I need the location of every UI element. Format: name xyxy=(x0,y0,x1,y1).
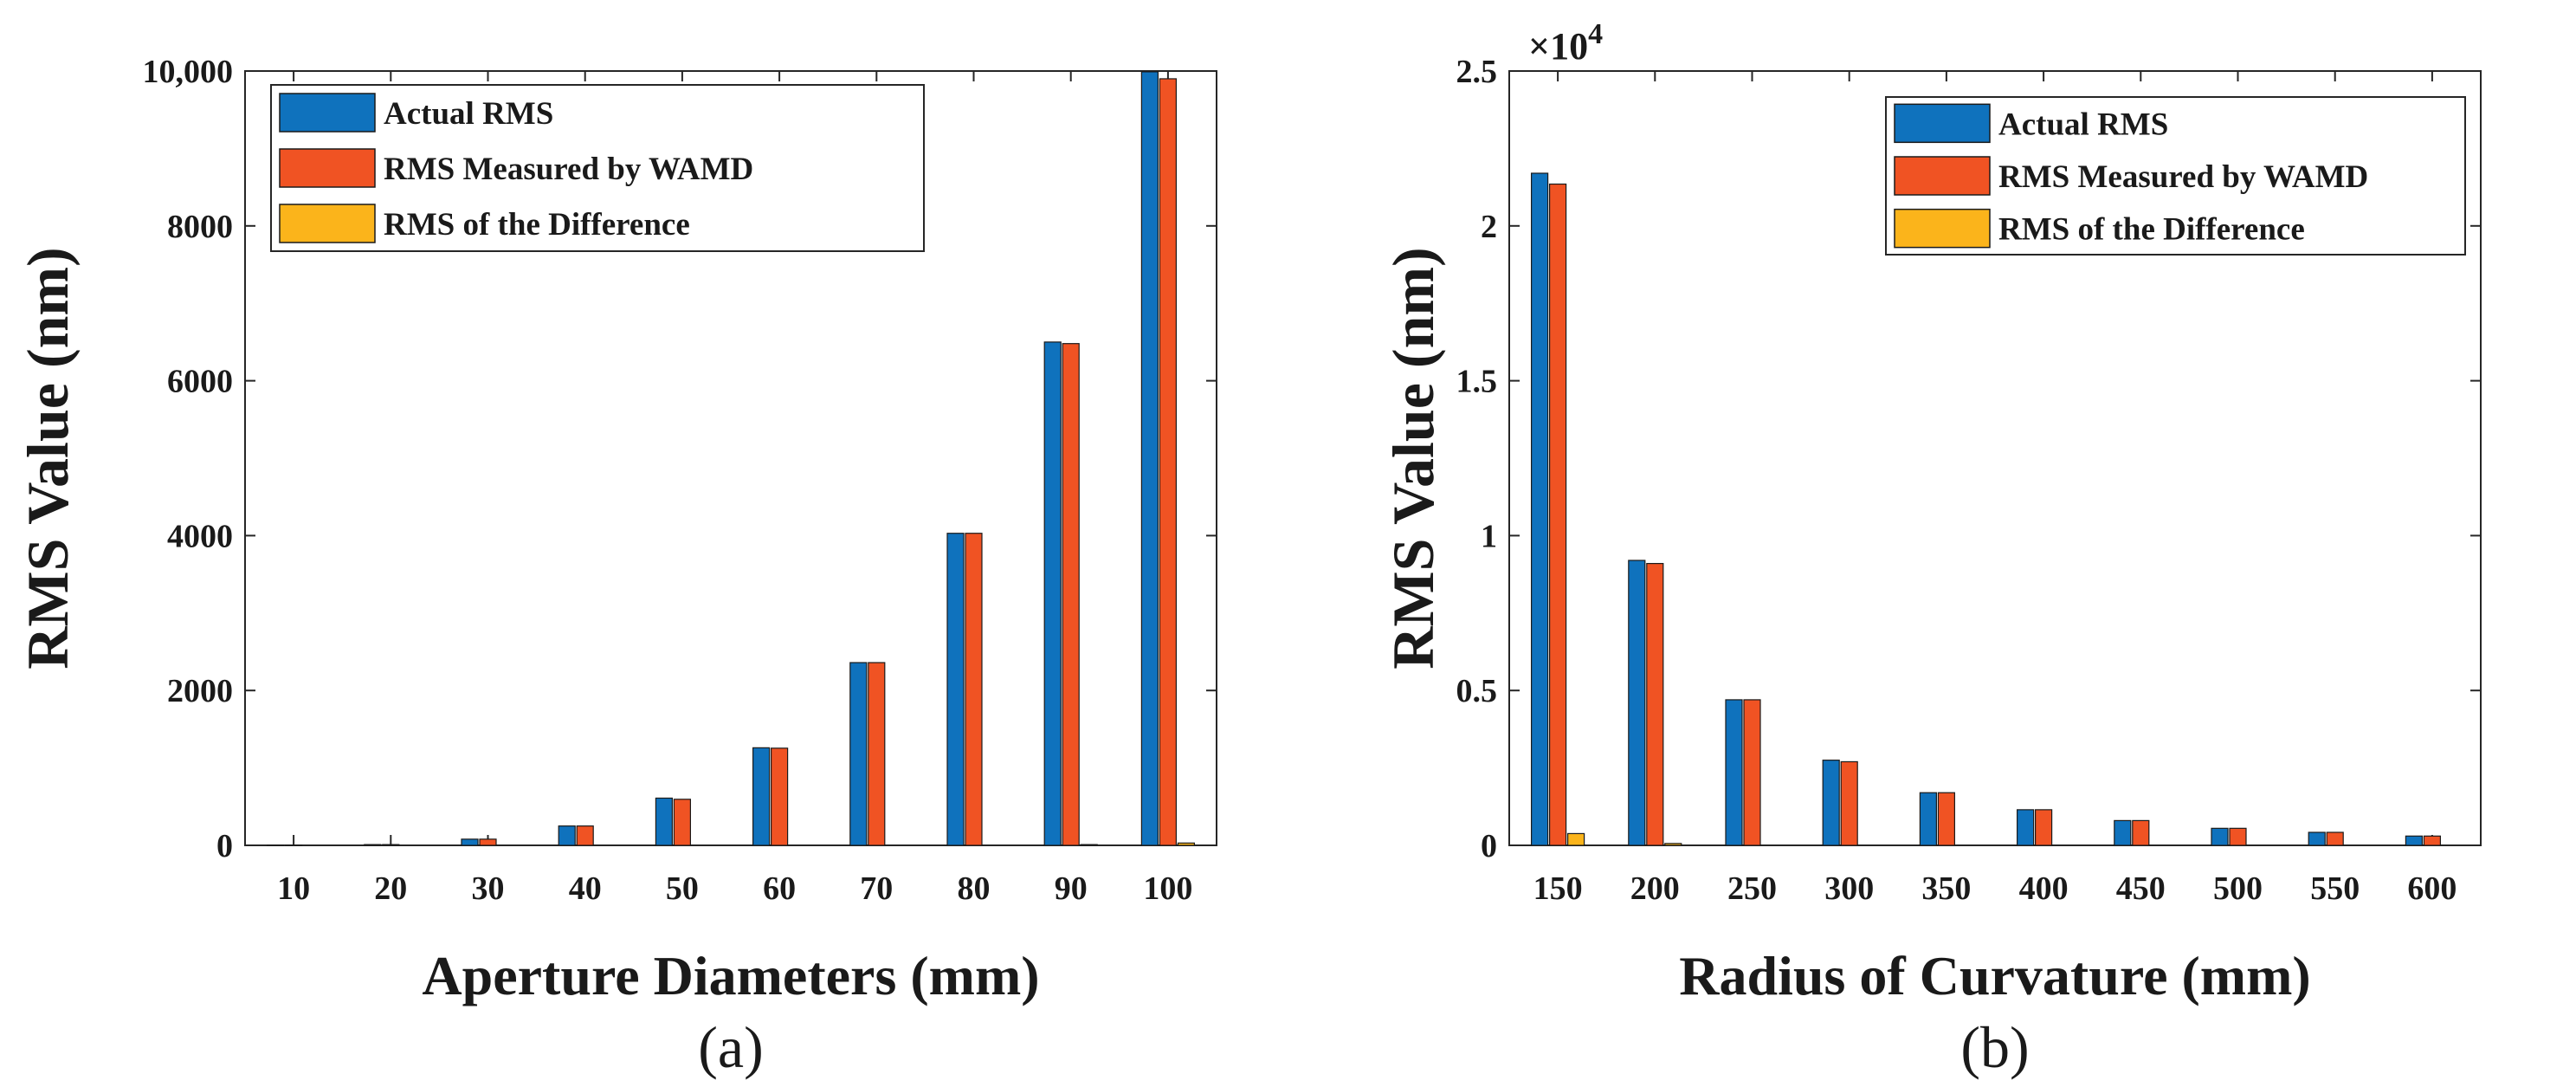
y-tick-label: 2000 xyxy=(167,673,233,709)
bar-rms-measured-by-wamd-70 xyxy=(868,662,886,846)
legend-label-rms-of-the-difference: RMS of the Difference xyxy=(1998,212,2305,248)
legend-swatch-actual-rms xyxy=(1894,103,1991,144)
x-tick-label: 250 xyxy=(1727,870,1777,907)
bar-rms-measured-by-wamd-600 xyxy=(2423,835,2441,846)
y-tick-label: 2 xyxy=(1481,209,1497,245)
bar-actual-rms-90 xyxy=(1043,341,1062,846)
bar-rms-measured-by-wamd-200 xyxy=(1646,562,1664,846)
bar-rms-measured-by-wamd-550 xyxy=(2326,831,2344,846)
bar-actual-rms-250 xyxy=(1725,699,1743,846)
y-axis-title: RMS Value (nm) xyxy=(1380,247,1446,669)
bar-actual-rms-400 xyxy=(2017,809,2035,846)
legend-label-rms-of-the-difference: RMS of the Difference xyxy=(384,207,690,243)
bar-rms-of-the-difference-150 xyxy=(1566,832,1585,846)
bar-actual-rms-150 xyxy=(1530,172,1549,846)
legend: Actual RMS RMS Measured by WAMD RMS of the… xyxy=(1885,96,2466,256)
chart-panel-a: 0 2000 4000 6000 8000 10,000 10 20 30 40 50 60 70 80 9… xyxy=(15,54,1217,1080)
x-tick-label: 300 xyxy=(1824,870,1874,907)
y-multiplier: ×104 xyxy=(1528,18,1603,68)
bar-actual-rms-60 xyxy=(752,747,771,846)
x-tick-label: 500 xyxy=(2213,870,2263,907)
legend-box xyxy=(270,84,925,252)
legend-swatch-rms-measured-by-wamd xyxy=(279,148,376,188)
bar-rms-measured-by-wamd-60 xyxy=(770,747,789,846)
x-tick-label: 50 xyxy=(666,870,699,907)
bar-rms-measured-by-wamd-90 xyxy=(1062,343,1080,846)
bar-rms-measured-by-wamd-350 xyxy=(1937,792,1955,846)
x-tick-label: 40 xyxy=(569,870,602,907)
legend-swatch-actual-rms xyxy=(279,93,376,133)
bar-actual-rms-200 xyxy=(1628,560,1646,846)
y-tick-label: 2.5 xyxy=(1456,54,1498,90)
y-tick-label: 10,000 xyxy=(143,54,234,90)
x-tick-label: 600 xyxy=(2407,870,2457,907)
bar-actual-rms-30 xyxy=(461,838,479,846)
chart-panel-b: 0 0.5 1 1.5 2 2.5 ×104 150 200 250 300 350 400 450 500… xyxy=(1380,18,2482,1080)
bar-rms-measured-by-wamd-30 xyxy=(479,838,497,846)
panel-caption: (a) xyxy=(698,1014,763,1080)
bar-rms-measured-by-wamd-80 xyxy=(965,533,983,846)
bar-rms-measured-by-wamd-500 xyxy=(2229,827,2247,846)
bar-rms-measured-by-wamd-20 xyxy=(382,844,400,846)
bar-actual-rms-600 xyxy=(2405,835,2423,846)
y-tick-label: 0 xyxy=(1481,828,1497,864)
bar-actual-rms-80 xyxy=(946,533,965,846)
bar-actual-rms-450 xyxy=(2114,819,2132,846)
x-tick-label: 30 xyxy=(472,870,505,907)
bar-actual-rms-70 xyxy=(849,662,868,846)
bar-actual-rms-350 xyxy=(1919,792,1937,846)
y-axis-title: RMS Value (nm) xyxy=(15,247,81,669)
x-axis-title: Aperture Diameters (mm) xyxy=(422,945,1039,1006)
x-tick-label: 450 xyxy=(2116,870,2166,907)
x-tick-label: 90 xyxy=(1055,870,1088,907)
x-tick-label: 100 xyxy=(1143,870,1192,907)
panel-caption: (b) xyxy=(1960,1014,2029,1080)
bar-actual-rms-300 xyxy=(1822,760,1840,846)
legend-label-actual-rms: Actual RMS xyxy=(384,96,553,132)
x-tick-label: 20 xyxy=(374,870,407,907)
x-tick-label: 150 xyxy=(1533,870,1583,907)
bar-rms-measured-by-wamd-400 xyxy=(2035,809,2053,846)
legend-label-rms-measured-by-wamd: RMS Measured by WAMD xyxy=(1998,159,2368,195)
x-tick-label: 550 xyxy=(2310,870,2360,907)
legend-swatch-rms-of-the-difference xyxy=(279,204,376,243)
x-tick-label: 80 xyxy=(958,870,991,907)
bar-rms-measured-by-wamd-150 xyxy=(1548,183,1567,846)
bar-actual-rms-500 xyxy=(2211,827,2229,846)
y-tick-label: 8000 xyxy=(167,209,233,245)
legend-swatch-rms-of-the-difference xyxy=(1894,208,1991,249)
x-tick-label: 70 xyxy=(860,870,893,907)
x-tick-label: 200 xyxy=(1630,870,1680,907)
x-tick-label: 10 xyxy=(277,870,310,907)
y-tick-label: 0.5 xyxy=(1456,673,1498,709)
legend-swatch-rms-measured-by-wamd xyxy=(1894,156,1991,196)
y-tick-label: 6000 xyxy=(167,364,233,400)
bar-rms-measured-by-wamd-300 xyxy=(1840,760,1858,846)
y-tick-label: 0 xyxy=(216,828,233,864)
bar-rms-measured-by-wamd-250 xyxy=(1743,699,1761,846)
bar-rms-measured-by-wamd-50 xyxy=(673,799,692,846)
legend: Actual RMS RMS Measured by WAMD RMS of the… xyxy=(270,84,925,252)
y-tick-label: 1 xyxy=(1481,518,1497,554)
bar-actual-rms-20 xyxy=(364,844,382,846)
bar-rms-measured-by-wamd-450 xyxy=(2132,819,2150,846)
x-axis-title: Radius of Curvature (mm) xyxy=(1679,945,2310,1006)
bar-rms-measured-by-wamd-100 xyxy=(1159,78,1178,846)
legend-label-rms-measured-by-wamd: RMS Measured by WAMD xyxy=(384,152,753,187)
x-tick-label: 60 xyxy=(763,870,796,907)
bar-rms-of-the-difference-90 xyxy=(1080,844,1098,846)
x-tick-label: 350 xyxy=(1921,870,1971,907)
y-tick-label: 1.5 xyxy=(1456,364,1498,400)
x-tick-label: 400 xyxy=(2019,870,2069,907)
bar-rms-of-the-difference-100 xyxy=(1177,842,1196,846)
bar-actual-rms-40 xyxy=(558,825,576,846)
bar-rms-measured-by-wamd-40 xyxy=(576,825,594,846)
bar-actual-rms-50 xyxy=(655,797,674,846)
legend-label-actual-rms: Actual RMS xyxy=(1998,107,2168,142)
bar-actual-rms-100 xyxy=(1140,71,1159,846)
bar-rms-of-the-difference-200 xyxy=(1664,843,1682,846)
y-tick-label: 4000 xyxy=(167,518,233,554)
bar-actual-rms-550 xyxy=(2308,831,2326,846)
